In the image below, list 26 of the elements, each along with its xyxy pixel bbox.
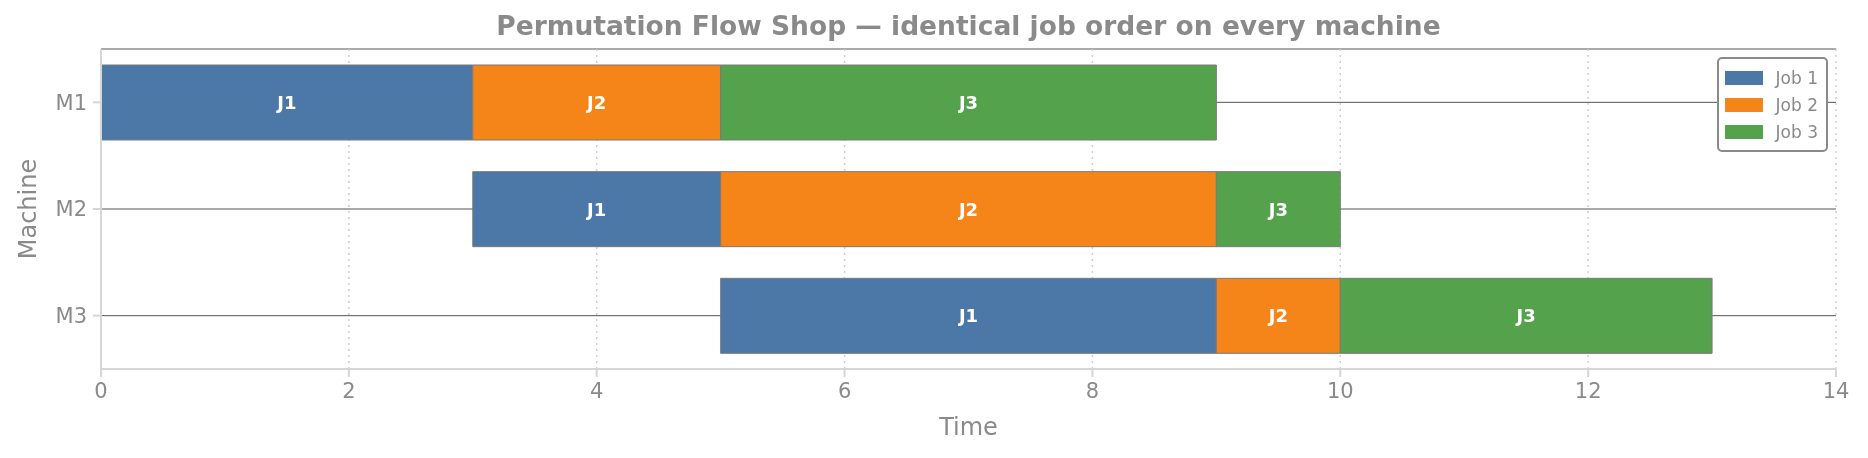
data-label: J2 (1266, 305, 1288, 327)
data-label: J2 (585, 92, 607, 113)
x-tick-label: 2 (342, 378, 356, 403)
legend-label: Job 2 (1775, 94, 1818, 115)
y-tick-label: M2 (55, 197, 87, 222)
x-axis-title: Time (938, 413, 998, 441)
data-label: J3 (956, 92, 979, 113)
x-tick-label: 4 (590, 378, 604, 403)
legend-label: Job 1 (1775, 67, 1818, 88)
y-tick-label: M1 (55, 90, 87, 115)
data-label: J1 (585, 198, 607, 220)
y-tick-label: M3 (55, 304, 87, 329)
legend-label: Job 3 (1775, 121, 1818, 142)
data-label: J1 (956, 305, 979, 327)
data-label: J3 (1514, 305, 1536, 327)
x-tick-label: 0 (94, 378, 108, 403)
x-tick-label: 6 (837, 378, 852, 403)
data-label: J2 (956, 198, 979, 220)
chart-title: Permutation Flow Shop — identical job order on every machine (495, 10, 1442, 42)
x-tick-label: 12 (1574, 378, 1602, 403)
data-label: J3 (1266, 198, 1288, 220)
data-label: J1 (275, 92, 297, 113)
x-tick-label: 10 (1326, 378, 1354, 403)
x-tick-label: 14 (1822, 378, 1850, 403)
y-axis-title: Machine (14, 158, 42, 260)
x-tick-label: 8 (1085, 378, 1100, 403)
